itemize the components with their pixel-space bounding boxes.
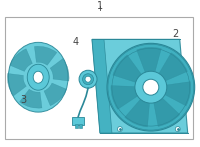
Text: 1: 1 bbox=[97, 1, 103, 11]
Text: 3: 3 bbox=[20, 95, 26, 105]
Wedge shape bbox=[34, 46, 57, 65]
Wedge shape bbox=[10, 49, 32, 71]
Bar bbox=[5, 17, 193, 139]
Ellipse shape bbox=[33, 71, 43, 83]
Circle shape bbox=[143, 79, 159, 95]
Polygon shape bbox=[92, 39, 112, 133]
Wedge shape bbox=[137, 47, 161, 76]
Bar bbox=[79, 124, 82, 128]
Wedge shape bbox=[44, 83, 67, 106]
Ellipse shape bbox=[8, 42, 68, 112]
Wedge shape bbox=[111, 86, 141, 109]
Wedge shape bbox=[20, 89, 42, 108]
Polygon shape bbox=[92, 39, 188, 133]
Bar bbox=[75, 124, 78, 128]
Ellipse shape bbox=[27, 64, 49, 90]
Wedge shape bbox=[161, 82, 191, 106]
Text: 4: 4 bbox=[73, 36, 79, 46]
Circle shape bbox=[175, 127, 180, 132]
Wedge shape bbox=[50, 59, 69, 81]
Bar bbox=[72, 117, 84, 125]
Circle shape bbox=[117, 127, 122, 132]
Circle shape bbox=[135, 71, 167, 103]
Circle shape bbox=[85, 76, 91, 82]
Wedge shape bbox=[125, 96, 150, 127]
Wedge shape bbox=[153, 95, 180, 126]
Text: 2: 2 bbox=[173, 29, 179, 39]
Circle shape bbox=[83, 74, 94, 85]
Wedge shape bbox=[7, 74, 26, 96]
Circle shape bbox=[79, 70, 97, 88]
Circle shape bbox=[107, 43, 195, 131]
Wedge shape bbox=[113, 55, 144, 83]
Wedge shape bbox=[157, 53, 187, 82]
